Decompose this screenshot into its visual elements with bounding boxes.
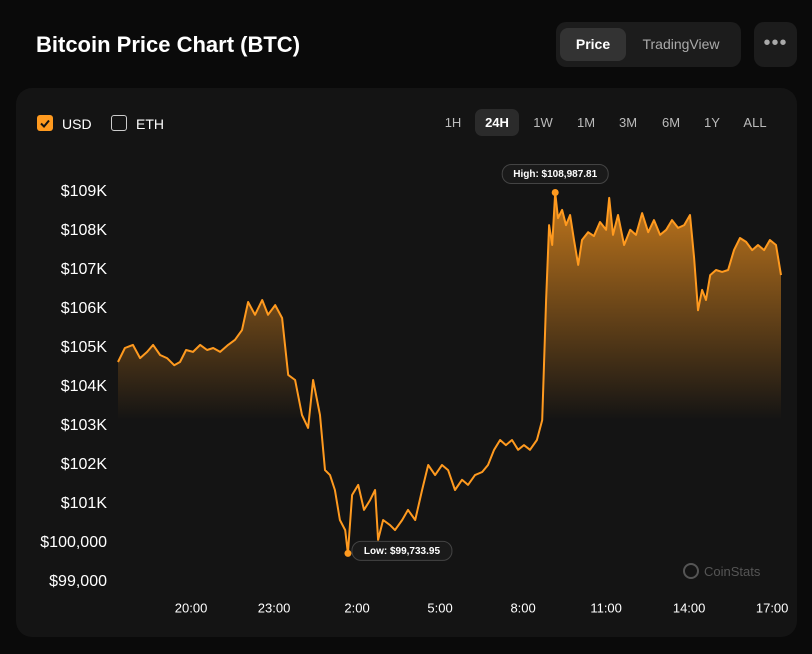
x-tick-label: 17:00 — [756, 600, 789, 615]
x-tick-label: 8:00 — [510, 600, 535, 615]
watermark: CoinStats — [704, 564, 761, 579]
y-tick-label: $108K — [61, 222, 108, 239]
x-tick-label: 2:00 — [344, 600, 369, 615]
annotation-box — [351, 540, 453, 561]
checkbox-label[interactable]: USD — [62, 116, 92, 132]
range-button[interactable]: 6M — [661, 115, 681, 130]
tab[interactable]: Price — [560, 28, 626, 61]
annotation: Low: $99,733.95 — [351, 540, 453, 561]
y-tick-label: $107K — [61, 261, 108, 278]
x-tick-label: 20:00 — [175, 600, 208, 615]
x-tick-label: 23:00 — [258, 600, 291, 615]
more-button[interactable]: ••• — [754, 22, 797, 67]
y-tick-label: $100,000 — [40, 534, 107, 551]
annotation-label: High: $108,987.81 — [513, 169, 597, 180]
y-tick-label: $101K — [61, 495, 108, 512]
line — [117, 191, 782, 555]
y-tick-label: $99,000 — [49, 573, 107, 590]
y-tick-label: $105K — [61, 339, 108, 356]
range-button[interactable]: 1M — [576, 115, 596, 130]
y-tick-label: $109K — [61, 183, 108, 200]
checkbox-label[interactable]: ETH — [136, 116, 164, 132]
annotation-dot — [344, 549, 352, 557]
watermark-logo — [683, 563, 699, 579]
y-tick-label: $106K — [61, 300, 108, 317]
range-button[interactable]: 1H — [444, 115, 462, 130]
range-button[interactable]: 3M — [618, 115, 638, 130]
checkbox[interactable] — [37, 115, 53, 131]
y-tick-label: $104K — [61, 378, 108, 395]
annotation: High: $108,987.81 — [501, 163, 609, 184]
annotation-dot — [551, 188, 559, 196]
annotation-label: Low: $99,733.95 — [364, 546, 441, 557]
x-tick-label: 5:00 — [427, 600, 452, 615]
page-title: Bitcoin Price Chart (BTC) — [36, 32, 301, 57]
tab[interactable]: TradingView — [642, 36, 720, 52]
x-tick-label: 11:00 — [590, 600, 622, 615]
tab-group: Price TradingView — [556, 22, 741, 67]
y-tick-label: $102K — [61, 456, 108, 473]
range-button[interactable]: ALL — [743, 115, 767, 130]
annotation-box — [501, 163, 609, 184]
area — [118, 192, 781, 582]
range-button[interactable]: 24H — [475, 109, 519, 136]
y-tick-label: $103K — [61, 417, 108, 434]
range-button[interactable]: 1W — [533, 115, 553, 130]
checkbox[interactable] — [111, 115, 127, 131]
range-button[interactable]: 1Y — [704, 115, 720, 130]
x-tick-label: 14:00 — [673, 600, 706, 615]
